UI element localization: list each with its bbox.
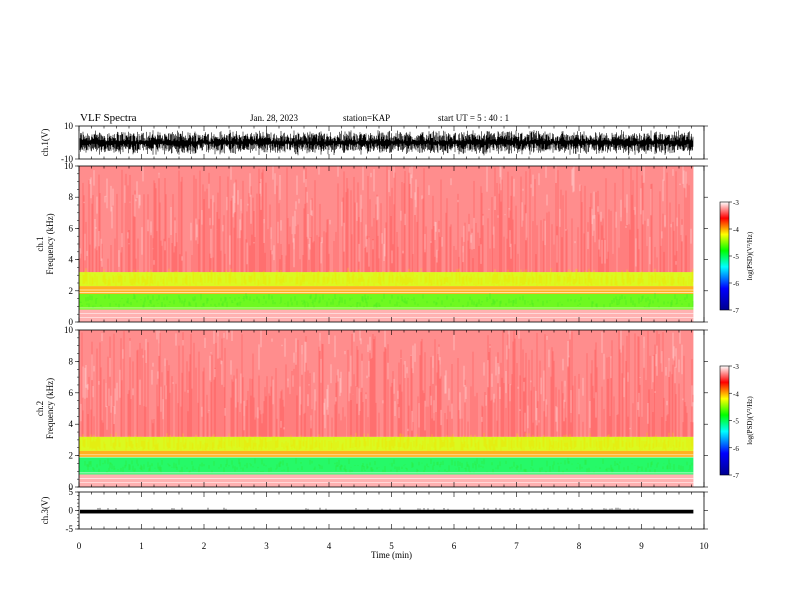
y-tick-label: 2 bbox=[69, 286, 74, 296]
y-tick-label: 0 bbox=[69, 317, 74, 327]
ch2-spectrogram-ylabel: ch.2 bbox=[35, 401, 45, 416]
station-label: station=KAP bbox=[343, 113, 391, 123]
y-tick-label: 4 bbox=[69, 255, 74, 265]
y-tick-label: 2 bbox=[69, 451, 74, 461]
ch1-waveform-ylabel: ch.1(V) bbox=[40, 129, 50, 157]
ch2-spectrogram-colorbar-tick-label: -4 bbox=[733, 390, 739, 398]
ch1-spectrogram-colorbar bbox=[719, 201, 730, 311]
start-time-label: start UT = 5 : 40 : 1 bbox=[438, 113, 510, 123]
ch1-spectrogram-band bbox=[79, 293, 694, 310]
y-tick-label: 4 bbox=[69, 419, 74, 429]
ch1-spectrogram-yellow-streaks bbox=[82, 267, 694, 287]
ch1-spectrogram-colorbar-tick-label: -3 bbox=[733, 199, 739, 207]
y-tick-label: 8 bbox=[69, 356, 74, 366]
x-tick-label: 8 bbox=[577, 541, 582, 551]
x-tick-label: 0 bbox=[77, 541, 82, 551]
chart-title: VLF Spectra bbox=[80, 112, 137, 124]
ch2-spectrogram-colorbar-tick-label: -6 bbox=[733, 445, 739, 453]
y-tick-label: 6 bbox=[69, 388, 74, 398]
ch1-spectrogram-colorbar-tick-label: -4 bbox=[733, 226, 739, 234]
y-tick-label: -5 bbox=[66, 524, 74, 534]
ch1-waveform-trace bbox=[79, 129, 694, 156]
x-tick-label: 4 bbox=[327, 541, 332, 551]
y-tick-label: 6 bbox=[69, 223, 74, 233]
x-axis-label: Time (min) bbox=[371, 550, 412, 560]
y-tick-label: 10 bbox=[64, 121, 74, 131]
y-tick-label: 10 bbox=[64, 325, 74, 335]
ch1-spectrogram-colorbar-tick-label: -6 bbox=[733, 280, 739, 288]
ch2-spectrogram-colorbar-label: log(PSD)(V²/Hz) bbox=[746, 396, 754, 445]
x-tick-label: 3 bbox=[264, 541, 269, 551]
ch1-spectrogram-ylabel: Frequency (kHz) bbox=[45, 213, 55, 274]
date-label: Jan. 28, 2023 bbox=[250, 113, 298, 123]
ch1-spectrogram-white-streaks bbox=[79, 166, 692, 268]
x-tick-label: 7 bbox=[514, 541, 519, 551]
ch2-spectrogram-band bbox=[79, 457, 694, 475]
y-tick-label: 5 bbox=[69, 487, 74, 497]
ch2-spectrogram-colorbar bbox=[719, 365, 730, 476]
ch2-spectrogram-colorbar-tick-label: -7 bbox=[733, 472, 739, 480]
ch2-spectrogram-yellow-streaks bbox=[79, 432, 694, 451]
ch1-spectrogram-band bbox=[79, 309, 694, 322]
ch2-spectrogram-ylabel: Frequency (kHz) bbox=[45, 378, 55, 439]
ch3-waveform-trace bbox=[80, 509, 694, 514]
ch2-spectrogram-heatmap bbox=[78, 330, 694, 487]
ch1-spectrogram-colorbar-label: log(PSD)(V²/Hz) bbox=[746, 231, 754, 280]
ch1-spectrogram-colorbar-tick-label: -5 bbox=[733, 253, 739, 261]
y-tick-label: 10 bbox=[64, 161, 74, 171]
y-tick-label: 0 bbox=[69, 482, 74, 492]
x-tick-label: 1 bbox=[139, 541, 144, 551]
ch2-spectrogram-band bbox=[79, 474, 694, 487]
ch1-spectrogram-ylabel: ch.1 bbox=[35, 236, 45, 251]
ch3-waveform-spikes bbox=[97, 507, 639, 510]
y-tick-label: -10 bbox=[61, 154, 73, 164]
x-tick-label: 9 bbox=[639, 541, 644, 551]
ch2-spectrogram-colorbar-tick-label: -3 bbox=[733, 363, 739, 371]
ch2-spectrogram-colorbar-tick-label: -5 bbox=[733, 418, 739, 426]
x-tick-label: 6 bbox=[452, 541, 457, 551]
y-tick-label: 8 bbox=[69, 192, 74, 202]
ch2-spectrogram-band bbox=[79, 450, 694, 458]
x-tick-label: 2 bbox=[202, 541, 207, 551]
ch3-waveform-ylabel: ch.3(V) bbox=[40, 497, 50, 525]
ch1-spectrogram-heatmap bbox=[78, 166, 694, 322]
y-tick-label: 0 bbox=[69, 506, 74, 516]
ch1-spectrogram-colorbar-tick-label: -7 bbox=[733, 307, 739, 315]
x-tick-label: 5 bbox=[389, 541, 394, 551]
x-tick-label: 10 bbox=[700, 541, 710, 551]
